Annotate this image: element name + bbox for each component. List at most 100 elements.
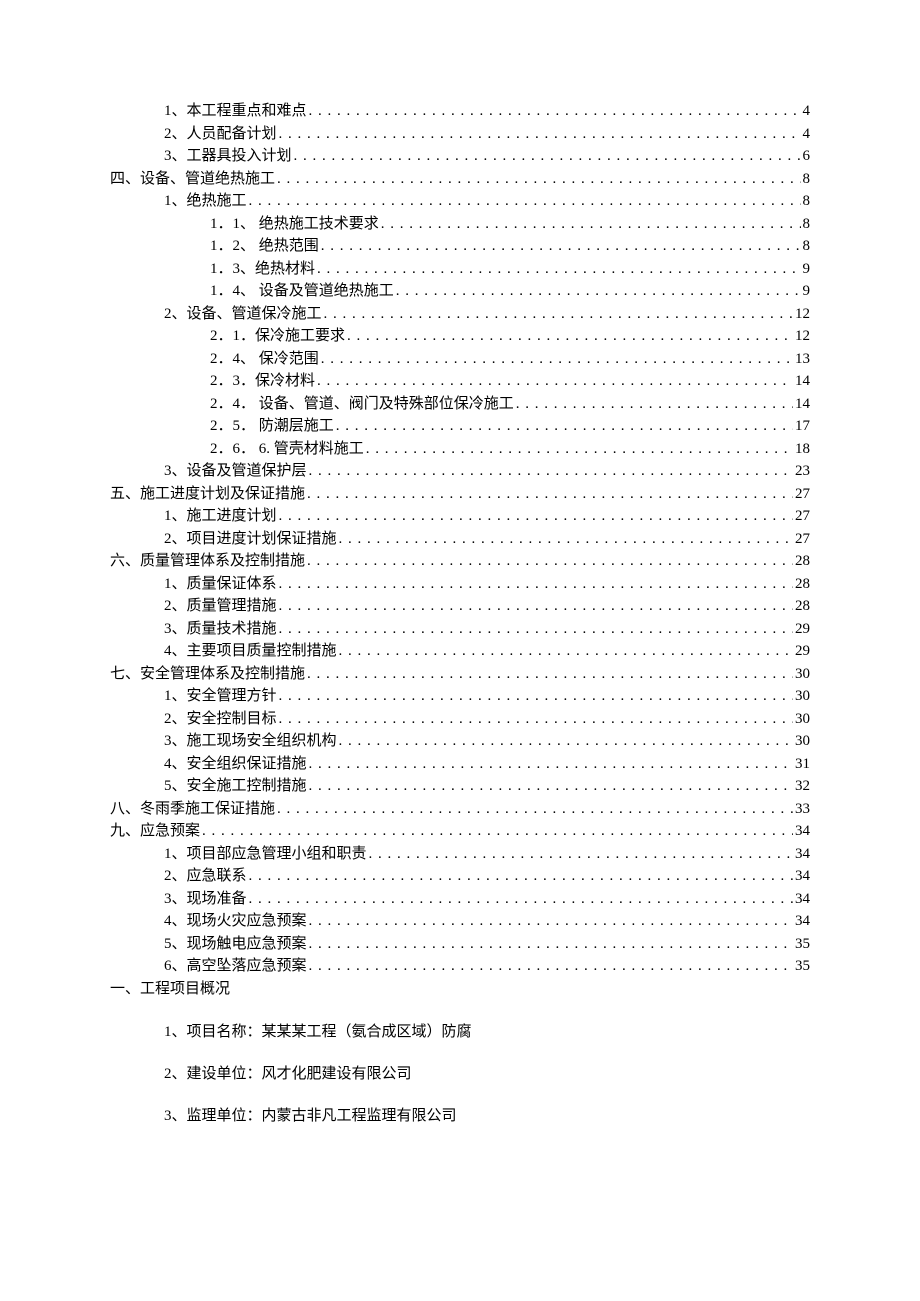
toc-entry-label: 2、质量管理措施: [164, 595, 277, 618]
toc-entry: 3、设备及管道保护层23: [110, 460, 810, 483]
toc-entry-page: 30: [795, 708, 810, 731]
toc-entry: 5、现场触电应急预案35: [110, 933, 810, 956]
toc-leader-dots: [381, 213, 801, 236]
toc-entry-label: 4、主要项目质量控制措施: [164, 640, 337, 663]
toc-entry-label: 1．2、 绝热范围: [210, 235, 319, 258]
toc-leader-dots: [309, 753, 793, 776]
toc-leader-dots: [279, 123, 801, 146]
toc-entry-label: 3、工器具投入计划: [164, 145, 292, 168]
toc-leader-dots: [396, 280, 801, 303]
toc-entry-label: 2、设备、管道保冷施工: [164, 303, 322, 326]
toc-entry-page: 8: [803, 235, 811, 258]
toc-entry-label: 1．1、 绝热施工技术要求: [210, 213, 379, 236]
toc-leader-dots: [309, 910, 793, 933]
section-body: 1、项目名称：某某某工程（氨合成区域）防腐2、建设单位：风才化肥建设有限公司3、…: [110, 1014, 810, 1134]
toc-entry-label: 四、设备、管道绝热施工: [110, 168, 275, 191]
toc-entry-page: 17: [795, 415, 810, 438]
toc-entry-page: 30: [795, 663, 810, 686]
toc-entry: 1、绝热施工8: [110, 190, 810, 213]
toc-entry-page: 35: [795, 955, 810, 978]
toc-entry-label: 1、施工进度计划: [164, 505, 277, 528]
toc-entry: 六、质量管理体系及控制措施28: [110, 550, 810, 573]
table-of-contents: 1、本工程重点和难点42、人员配备计划 4 3、工器具投入计划 6 四、设备、管道绝热施…: [110, 100, 810, 978]
toc-entry: 1、本工程重点和难点4: [110, 100, 810, 123]
body-line: 1、项目名称：某某某工程（氨合成区域）防腐: [110, 1014, 810, 1050]
toc-entry: 2．3．保冷材料 14: [110, 370, 810, 393]
toc-entry: 1．1、 绝热施工技术要求 8: [110, 213, 810, 236]
document-page: 1、本工程重点和难点42、人员配备计划 4 3、工器具投入计划 6 四、设备、管道绝热施…: [0, 0, 920, 1194]
toc-entry-page: 6: [803, 145, 811, 168]
toc-leader-dots: [309, 933, 793, 956]
toc-entry-page: 13: [795, 348, 810, 371]
toc-leader-dots: [249, 888, 793, 911]
toc-entry: 2、应急联系34: [110, 865, 810, 888]
toc-leader-dots: [317, 370, 793, 393]
toc-leader-dots: [309, 955, 793, 978]
toc-entry-label: 2、人员配备计划: [164, 123, 277, 146]
toc-entry: 3、施工现场安全组织机构30: [110, 730, 810, 753]
toc-entry-page: 27: [795, 528, 810, 551]
toc-entry-label: 九、应急预案: [110, 820, 200, 843]
toc-entry: 4、现场火灾应急预案34: [110, 910, 810, 933]
toc-entry-label: 1．3、绝热材料: [210, 258, 315, 281]
toc-leader-dots: [307, 663, 793, 686]
toc-entry-page: 27: [795, 483, 810, 506]
toc-entry-label: 2．4、 保冷范围: [210, 348, 319, 371]
toc-entry-page: 31: [795, 753, 810, 776]
toc-entry: 1．4、 设备及管道绝热施工9: [110, 280, 810, 303]
toc-entry: 3、工器具投入计划 6: [110, 145, 810, 168]
toc-entry-page: 12: [795, 303, 810, 326]
toc-leader-dots: [309, 775, 793, 798]
toc-entry-label: 6、高空坠落应急预案: [164, 955, 307, 978]
toc-entry-page: 32: [795, 775, 810, 798]
toc-entry-page: 34: [795, 820, 810, 843]
toc-entry-label: 2．3．保冷材料: [210, 370, 315, 393]
toc-entry-page: 28: [795, 550, 810, 573]
toc-leader-dots: [277, 798, 793, 821]
toc-entry-page: 27: [795, 505, 810, 528]
toc-entry: 九、应急预案 34: [110, 820, 810, 843]
toc-entry: 2、项目进度计划保证措施 27: [110, 528, 810, 551]
toc-entry-page: 8: [803, 213, 811, 236]
toc-entry-page: 33: [795, 798, 810, 821]
toc-entry: 5、安全施工控制措施 32: [110, 775, 810, 798]
toc-entry-page: 8: [803, 190, 811, 213]
toc-leader-dots: [279, 595, 793, 618]
toc-entry: 2．4． 设备、管道、阀门及特殊部位保冷施工14: [110, 393, 810, 416]
toc-entry-label: 1、项目部应急管理小组和职责: [164, 843, 367, 866]
toc-leader-dots: [307, 550, 793, 573]
toc-leader-dots: [369, 843, 793, 866]
toc-entry: 2、安全控制目标 30: [110, 708, 810, 731]
toc-entry-label: 1、本工程重点和难点: [164, 100, 307, 123]
toc-entry-label: 1．4、 设备及管道绝热施工: [210, 280, 394, 303]
toc-entry-page: 34: [795, 843, 810, 866]
toc-entry: 1、项目部应急管理小组和职责 34: [110, 843, 810, 866]
toc-entry-label: 2、安全控制目标: [164, 708, 277, 731]
toc-entry: 1、安全管理方针30: [110, 685, 810, 708]
toc-leader-dots: [339, 640, 793, 663]
toc-leader-dots: [279, 505, 793, 528]
toc-entry-label: 3、现场准备: [164, 888, 247, 911]
toc-entry-page: 14: [795, 370, 810, 393]
toc-entry-page: 29: [795, 618, 810, 641]
toc-entry: 1．2、 绝热范围 8: [110, 235, 810, 258]
toc-entry-page: 12: [795, 325, 810, 348]
toc-entry-label: 2、项目进度计划保证措施: [164, 528, 337, 551]
toc-entry-label: 五、施工进度计划及保证措施: [110, 483, 305, 506]
toc-entry-page: 30: [795, 685, 810, 708]
section-heading: 一、工程项目概况: [110, 978, 810, 1001]
toc-leader-dots: [324, 303, 793, 326]
toc-entry-label: 5、安全施工控制措施: [164, 775, 307, 798]
toc-leader-dots: [336, 415, 793, 438]
toc-entry: 6、高空坠落应急预案 35: [110, 955, 810, 978]
toc-entry: 2．4、 保冷范围 13: [110, 348, 810, 371]
toc-leader-dots: [202, 820, 793, 843]
toc-entry: 八、冬雨季施工保证措施33: [110, 798, 810, 821]
toc-entry-page: 8: [803, 168, 811, 191]
toc-entry-label: 七、安全管理体系及控制措施: [110, 663, 305, 686]
toc-entry-page: 4: [803, 123, 811, 146]
toc-entry: 2、质量管理措施28: [110, 595, 810, 618]
toc-entry-page: 29: [795, 640, 810, 663]
toc-entry: 2．6． 6. 管壳材料施工18: [110, 438, 810, 461]
toc-leader-dots: [279, 685, 793, 708]
